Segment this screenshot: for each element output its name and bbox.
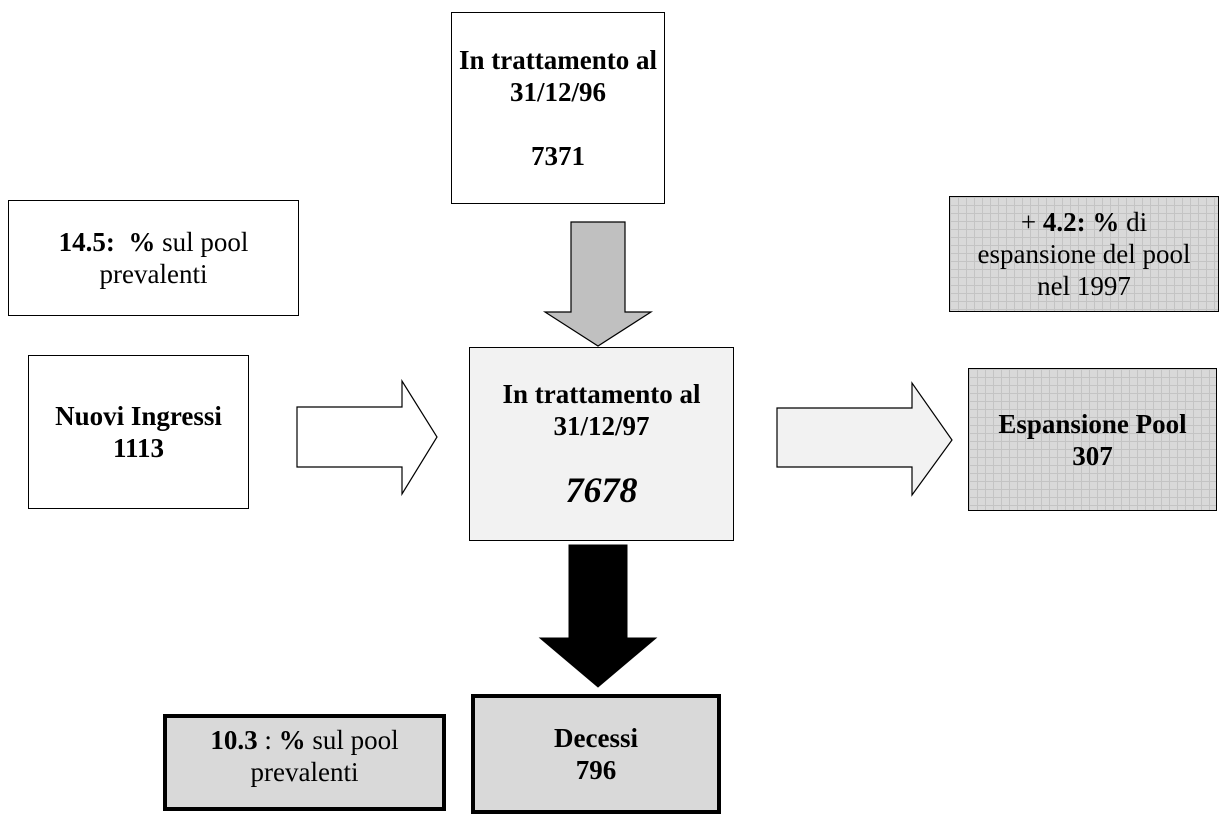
label: Decessi xyxy=(554,723,638,753)
text: prevalenti xyxy=(250,757,359,787)
label: Espansione Pool xyxy=(998,408,1187,439)
start-box: In trattamento al 31/12/96 7371 xyxy=(451,12,665,204)
value: 796 xyxy=(575,755,617,785)
line: nel 1997 xyxy=(1037,271,1131,301)
value: 7678 xyxy=(565,470,638,510)
value: 4.2: % xyxy=(1042,207,1120,237)
value: 10.3 xyxy=(210,725,258,755)
text: sul pool xyxy=(312,725,399,755)
arrow-down-black xyxy=(538,544,658,688)
end-box: In trattamento al 31/12/97 7678 xyxy=(469,347,734,541)
label: Nuovi Ingressi xyxy=(55,401,222,431)
inflow-box: Nuovi Ingressi 1113 xyxy=(28,355,249,509)
text: prevalenti xyxy=(99,259,208,289)
line: 31/12/96 xyxy=(509,77,606,107)
arrow-right xyxy=(776,381,953,497)
text: di xyxy=(1126,207,1148,237)
value: 7371 xyxy=(531,141,585,171)
line: In trattamento al xyxy=(459,45,657,75)
sign: + xyxy=(1020,207,1037,237)
line: 31/12/97 xyxy=(553,411,650,441)
arrow-right xyxy=(296,378,438,497)
line: espansione del pool xyxy=(977,239,1191,269)
text: sul pool xyxy=(162,227,249,257)
unit: % xyxy=(278,725,306,755)
inflow-note: 14.5: % sul pool prevalenti xyxy=(8,200,299,316)
deaths-note: 10.3 : % sul pool prevalenti xyxy=(163,714,446,811)
value: 14.5: xyxy=(58,227,115,257)
growth-note: + 4.2: % di espansione del pool nel 1997 xyxy=(949,196,1219,312)
arrow-down-gray xyxy=(542,221,654,347)
value: 307 xyxy=(1072,440,1113,471)
value: 1113 xyxy=(112,433,165,463)
deaths-box: Decessi 796 xyxy=(471,694,721,814)
line: In trattamento al xyxy=(502,379,701,409)
separator: : xyxy=(264,725,272,755)
unit: % xyxy=(128,227,156,257)
growth-box: Espansione Pool 307 xyxy=(968,368,1217,511)
